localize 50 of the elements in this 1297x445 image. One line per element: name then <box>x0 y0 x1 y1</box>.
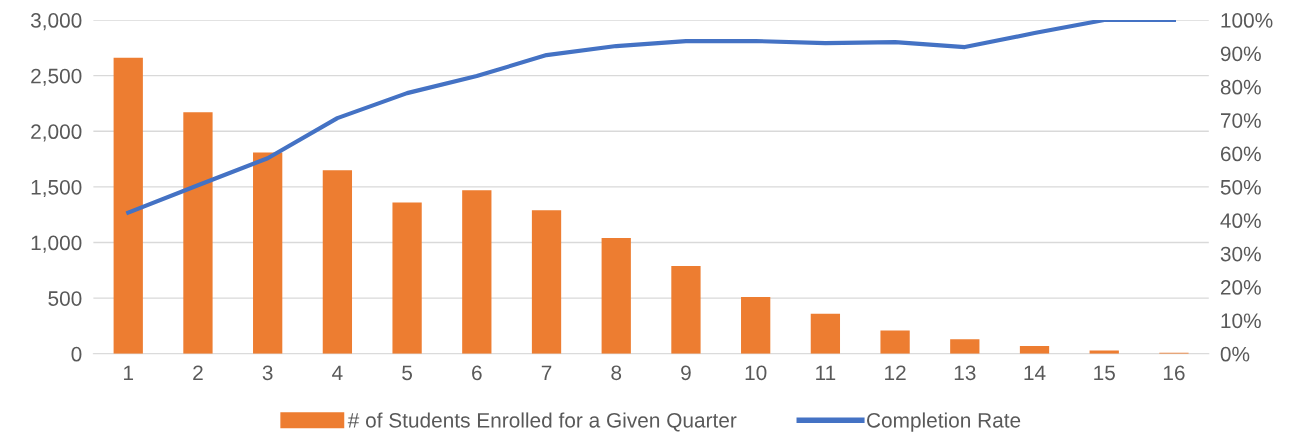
x-tick-label: 3 <box>262 365 273 381</box>
bar <box>671 265 701 354</box>
line-series <box>126 20 1177 215</box>
bar <box>113 57 143 354</box>
bar <box>462 190 492 354</box>
legend-label: Completion Rate <box>867 412 1021 432</box>
x-tick-label: 16 <box>1163 365 1185 381</box>
bar <box>531 210 562 354</box>
y-tick-label: 2,500 <box>31 68 82 86</box>
y2-tick-label: 50% <box>1220 179 1261 195</box>
y2-tick-label: 10% <box>1221 313 1261 329</box>
y-tick-label: 1,500 <box>31 179 82 198</box>
x-tick-label: 2 <box>193 365 203 380</box>
x-tick-label: 4 <box>332 365 343 380</box>
x-tick-label: 5 <box>402 365 413 381</box>
y-tick-label: 3,000 <box>30 13 82 31</box>
y2-tick-label: 20% <box>1220 280 1261 295</box>
x-tick-label: 7 <box>541 365 552 380</box>
bar <box>601 238 631 354</box>
x-tick-label: 8 <box>611 365 622 381</box>
y2-tick-label: 70% <box>1220 113 1261 128</box>
bar <box>183 112 213 354</box>
x-tick-label: 9 <box>681 365 691 381</box>
x-tick-label: 15 <box>1094 365 1115 381</box>
y-tick-label: 2,000 <box>31 124 82 142</box>
legend-label: # of Students Enrolled for a Given Quarter <box>347 412 737 432</box>
x-tick-label: 13 <box>954 365 976 381</box>
x-tick-label: 6 <box>472 365 482 381</box>
bar <box>392 202 422 354</box>
x-tick-label: 14 <box>1024 365 1046 380</box>
bar <box>253 152 283 354</box>
x-tick-label: 1 <box>124 365 134 380</box>
y2-tick-label: 100% <box>1221 13 1273 28</box>
y2-tick-label: 40% <box>1220 213 1261 229</box>
bar <box>880 330 910 354</box>
x-tick-label: 10 <box>745 365 767 381</box>
bar <box>322 170 353 354</box>
y2-tick-label: 30% <box>1220 246 1261 262</box>
bar <box>741 297 771 354</box>
y2-tick-label: 80% <box>1220 79 1261 95</box>
y-tick-label: 500 <box>48 291 82 306</box>
x-tick-label: 12 <box>885 365 906 380</box>
bar <box>810 313 841 354</box>
y-tick-label: 0 <box>71 346 82 362</box>
x-tick-label: 11 <box>816 365 836 380</box>
y2-tick-label: 0% <box>1220 346 1250 362</box>
y2-tick-label: 90% <box>1220 46 1261 62</box>
y2-tick-label: 60% <box>1220 146 1261 162</box>
y-tick-label: 1,000 <box>31 235 82 253</box>
bar <box>950 339 980 354</box>
